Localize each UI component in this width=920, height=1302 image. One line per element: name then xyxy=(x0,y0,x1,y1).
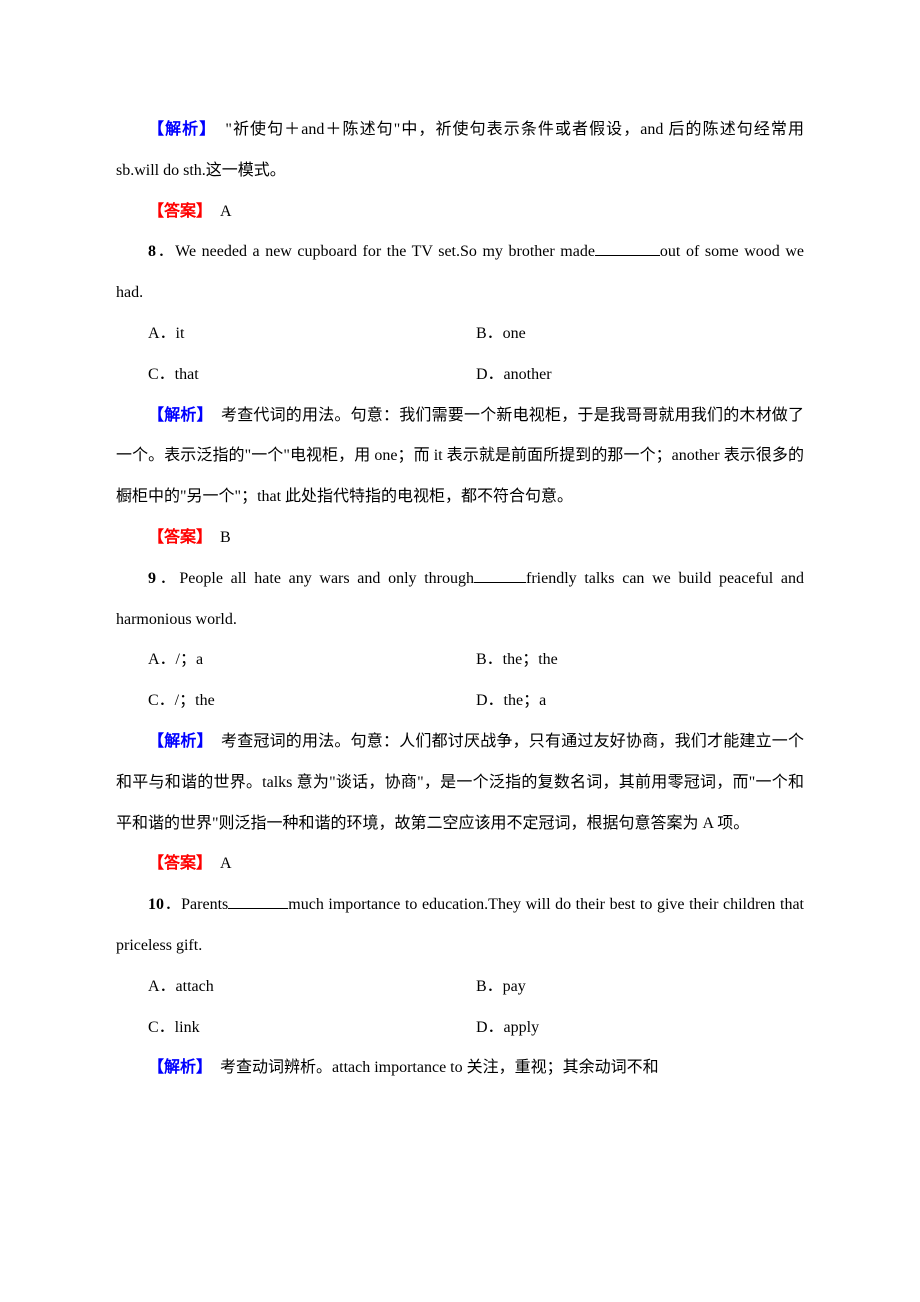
q7-analysis: 【解析】 "祈使句＋and＋陈述句"中，祈使句表示条件或者假设，and 后的陈述… xyxy=(116,110,804,192)
q8-stem-a: ．We needed a new cupboard for the TV set… xyxy=(156,243,595,260)
q8-opts-row2: C．thatD．another xyxy=(116,355,804,396)
analysis-label: 【解析】 xyxy=(148,121,208,138)
q8-answer-value: B xyxy=(204,529,231,546)
q9-stem-a: ．People all hate any wars and only throu… xyxy=(156,570,474,587)
q8-num: 8 xyxy=(148,243,156,260)
q7-analysis-text: "祈使句＋and＋陈述句"中，祈使句表示条件或者假设，and 后的陈述句经常用 … xyxy=(116,121,804,179)
answer-label: 【答案】 xyxy=(148,855,204,872)
q9-num: 9 xyxy=(148,570,156,587)
opt-c: C．link xyxy=(116,1008,460,1049)
q9-blank xyxy=(474,565,526,583)
q9-analysis-text: 考查冠词的用法。句意：人们都讨厌战争，只有通过友好协商，我们才能建立一个和平与和… xyxy=(116,733,804,832)
q8-analysis-text: 考查代词的用法。句意：我们需要一个新电视柜，于是我哥哥就用我们的木材做了一个。表… xyxy=(116,407,804,506)
q10-blank xyxy=(228,892,288,910)
opt-d: D．the；a xyxy=(460,681,804,722)
q10-stem-a: ．Parents xyxy=(164,896,228,913)
analysis-label: 【解析】 xyxy=(148,1059,204,1076)
q10-opts-row2: C．linkD．apply xyxy=(116,1008,804,1049)
opt-d: D．apply xyxy=(460,1008,804,1049)
analysis-label: 【解析】 xyxy=(148,733,205,750)
q8-opts-row1: A．itB．one xyxy=(116,314,804,355)
q8-answer: 【答案】 B xyxy=(116,518,804,559)
q10-analysis: 【解析】 考查动词辨析。attach importance to 关注，重视；其… xyxy=(116,1048,804,1089)
q10-opts-row1: A．attachB．pay xyxy=(116,967,804,1008)
answer-label: 【答案】 xyxy=(148,203,204,220)
opt-b: B．the；the xyxy=(460,640,804,681)
q8-stem: 8．We needed a new cupboard for the TV se… xyxy=(116,232,804,314)
q9-stem: 9．People all hate any wars and only thro… xyxy=(116,559,804,641)
analysis-label: 【解析】 xyxy=(148,407,205,424)
answer-label: 【答案】 xyxy=(148,529,204,546)
opt-a: A．attach xyxy=(116,967,460,1008)
q10-stem: 10．Parentsmuch importance to education.T… xyxy=(116,885,804,967)
q7-answer: 【答案】 A xyxy=(116,192,804,233)
opt-c: C．that xyxy=(116,355,460,396)
opt-c: C．/；the xyxy=(116,681,460,722)
opt-b: B．one xyxy=(460,314,804,355)
opt-d: D．another xyxy=(460,355,804,396)
opt-a: A．it xyxy=(116,314,460,355)
q9-answer: 【答案】 A xyxy=(116,844,804,885)
q9-analysis: 【解析】 考查冠词的用法。句意：人们都讨厌战争，只有通过友好协商，我们才能建立一… xyxy=(116,722,804,844)
q8-analysis: 【解析】 考查代词的用法。句意：我们需要一个新电视柜，于是我哥哥就用我们的木材做… xyxy=(116,396,804,518)
q10-num: 10 xyxy=(148,896,164,913)
q8-blank xyxy=(595,239,660,257)
opt-a: A．/；a xyxy=(116,640,460,681)
q9-opts-row1: A．/；aB．the；the xyxy=(116,640,804,681)
q9-answer-value: A xyxy=(204,855,232,872)
opt-b: B．pay xyxy=(460,967,804,1008)
q7-answer-value: A xyxy=(204,203,232,220)
q9-opts-row2: C．/；theD．the；a xyxy=(116,681,804,722)
q10-analysis-text: 考查动词辨析。attach importance to 关注，重视；其余动词不和 xyxy=(204,1059,659,1076)
